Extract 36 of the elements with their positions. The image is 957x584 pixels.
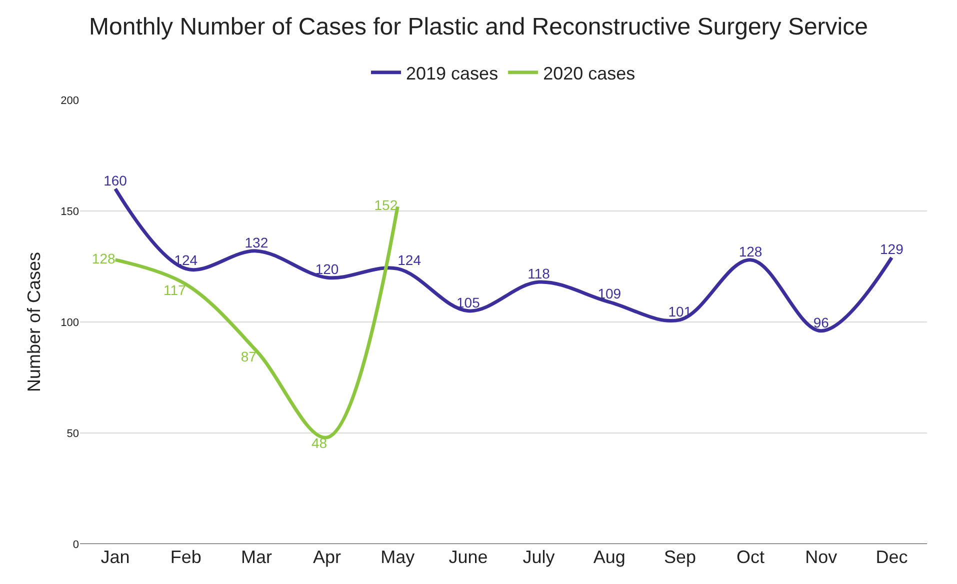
data-label: 120 [315, 261, 339, 278]
x-tick-label: Dec [876, 547, 908, 567]
data-label: 117 [164, 282, 186, 298]
chart-title: Monthly Number of Cases for Plastic and Reconstructive Surgery Service [89, 13, 868, 40]
legend-label: 2019 cases [406, 63, 498, 84]
data-label: 128 [92, 250, 116, 266]
y-tick-label: 150 [60, 206, 79, 218]
data-label: 105 [456, 294, 480, 310]
data-label: 87 [240, 348, 257, 364]
x-tick-label: July [522, 547, 555, 567]
data-label: 109 [598, 286, 622, 302]
data-label: 132 [244, 234, 268, 250]
y-tick-label: 0 [72, 538, 79, 551]
x-tick-label: Feb [170, 547, 202, 567]
data-label: 128 [738, 243, 762, 260]
x-tick-label: June [448, 547, 488, 567]
data-label: 124 [398, 252, 422, 268]
y-tick-label: 100 [60, 316, 79, 329]
data-label: 48 [311, 434, 328, 451]
legend-label: 2020 cases [543, 63, 636, 84]
x-tick-label: Apr [313, 547, 342, 567]
x-tick-label: Nov [805, 547, 838, 567]
x-tick-label: Sep [664, 547, 696, 567]
y-tick-label: 200 [60, 94, 79, 107]
data-label: 129 [880, 241, 904, 258]
data-label: 160 [104, 172, 128, 188]
y-tick-label: 50 [66, 428, 79, 440]
data-label: 118 [528, 266, 550, 282]
data-label: 96 [813, 314, 830, 330]
x-tick-label: Jan [100, 547, 130, 567]
x-tick-label: Mar [240, 547, 272, 567]
x-tick-label: May [380, 547, 415, 567]
data-label: 152 [374, 197, 398, 214]
y-axis-title: Number of Cases [24, 252, 44, 392]
x-tick-label: Aug [593, 547, 626, 567]
x-tick-label: Oct [736, 547, 765, 567]
